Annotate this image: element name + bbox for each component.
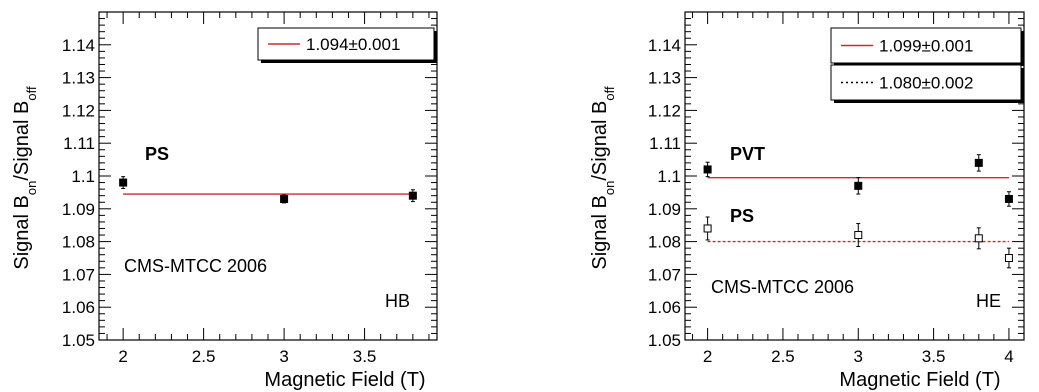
y-tick-label: 1.13	[648, 69, 681, 88]
y-axis-title-part: on	[24, 181, 39, 195]
chart-panel-2: 1.05 1.06 1.07 1.08 1.09 1.1 1.11 1.12 1.13 1.14 2…	[589, 11, 1025, 391]
series-label-ps: PS	[730, 206, 754, 226]
y-axis-title: Signal Bon/Signal Boff	[589, 86, 617, 270]
data-point-ps	[854, 231, 863, 240]
x-tick-label: 4	[1004, 347, 1013, 366]
x-tick-label: 2.5	[192, 347, 216, 366]
y-tick-label: 1.06	[62, 298, 95, 317]
detector-label: HE	[976, 291, 1001, 311]
y-tick-label: 1.14	[62, 36, 95, 55]
y-tick-label: 1.07	[648, 265, 681, 284]
detector-label: HB	[385, 291, 410, 311]
experiment-label: CMS-MTCC 2006	[711, 277, 854, 297]
y-tick-label: 1.07	[62, 265, 95, 284]
data-point-ps	[408, 191, 417, 200]
data-point-pvt	[974, 158, 983, 167]
y-tick-label: 1.12	[648, 101, 681, 120]
x-axis-title: Magnetic Field (T)	[264, 369, 425, 391]
x-axis-title: Magnetic Field (T)	[839, 369, 1000, 391]
y-axis-title-part: /Signal B	[11, 101, 33, 181]
y-axis-title-part: off	[24, 86, 39, 101]
y-tick-label: 1.09	[62, 200, 95, 219]
y-tick-label: 1.14	[648, 36, 681, 55]
experiment-label: CMS-MTCC 2006	[124, 256, 267, 276]
data-point-ps	[280, 194, 289, 203]
x-tick-label: 3	[854, 347, 863, 366]
y-axis-title-part: Signal B	[589, 195, 611, 270]
x-tick-label: 3	[279, 347, 288, 366]
data-point-pvt	[1004, 194, 1013, 203]
y-axis-title-part: /Signal B	[589, 101, 611, 181]
y-axis-title: Signal Bon/Signal Boff	[11, 86, 39, 270]
legend-entry-label: 1.094±0.001	[306, 35, 400, 54]
y-tick-label: 1.05	[62, 331, 95, 350]
x-tick-label: 2.5	[771, 347, 795, 366]
y-tick-label: 1.11	[649, 134, 681, 153]
data-point-ps	[703, 224, 712, 233]
x-tick-label: 2	[118, 347, 127, 366]
data-point-ps	[1004, 254, 1013, 262]
y-axis-title-part: on	[602, 181, 617, 195]
y-tick-label: 1.09	[648, 200, 681, 219]
legend-entry-label: 1.080±0.002	[879, 74, 973, 93]
y-tick-label: 1.1	[71, 167, 95, 186]
y-tick-label: 1.13	[62, 69, 95, 88]
data-point-ps	[119, 178, 128, 187]
x-tick-label: 2	[703, 347, 712, 366]
y-axis-title-part: off	[602, 86, 617, 101]
legend-entry-label: 1.099±0.001	[879, 37, 973, 56]
data-point-ps	[974, 234, 983, 243]
series-label-ps: PS	[145, 144, 169, 164]
y-tick-label: 1.05	[648, 331, 681, 350]
y-tick-label: 1.1	[657, 167, 681, 186]
y-tick-label: 1.08	[62, 233, 95, 252]
series-label-pvt: PVT	[730, 144, 765, 164]
data-point-pvt	[854, 181, 863, 190]
y-tick-label: 1.11	[63, 134, 95, 153]
chart-panel-1: 1.05 1.06 1.07 1.08 1.09 1.1 1.11 1.12 1.13 1.14 2…	[11, 11, 438, 391]
y-tick-label: 1.06	[648, 298, 681, 317]
y-tick-label: 1.12	[62, 101, 95, 120]
x-tick-label: 3.5	[922, 347, 946, 366]
y-axis-title-part: Signal B	[11, 195, 33, 270]
y-tick-label: 1.08	[648, 233, 681, 252]
data-point-pvt	[703, 165, 712, 174]
x-tick-label: 3.5	[353, 347, 377, 366]
